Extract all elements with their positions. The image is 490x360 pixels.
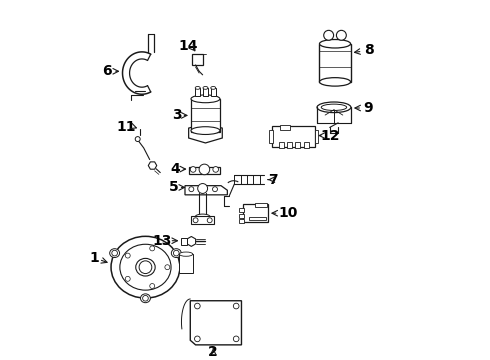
Text: 9: 9 xyxy=(364,101,373,115)
Ellipse shape xyxy=(179,252,193,256)
Ellipse shape xyxy=(110,249,120,257)
Text: 6: 6 xyxy=(102,64,112,78)
Ellipse shape xyxy=(120,244,171,290)
Bar xyxy=(255,203,267,207)
Text: 8: 8 xyxy=(364,43,373,57)
Circle shape xyxy=(233,336,239,342)
Bar xyxy=(279,142,284,148)
Circle shape xyxy=(233,303,239,309)
Polygon shape xyxy=(189,123,222,143)
Ellipse shape xyxy=(195,214,210,219)
Bar xyxy=(243,204,268,222)
Bar xyxy=(239,208,244,212)
Circle shape xyxy=(193,218,198,223)
Text: 12: 12 xyxy=(320,129,340,143)
Text: 14: 14 xyxy=(178,39,197,53)
Circle shape xyxy=(139,261,152,274)
Bar xyxy=(179,254,193,273)
Circle shape xyxy=(112,250,118,256)
Text: 13: 13 xyxy=(153,234,172,248)
Text: 2: 2 xyxy=(208,345,218,359)
Circle shape xyxy=(165,265,170,270)
Circle shape xyxy=(173,250,179,256)
Circle shape xyxy=(190,167,196,172)
Circle shape xyxy=(213,187,218,192)
Circle shape xyxy=(324,30,334,40)
Polygon shape xyxy=(185,186,227,195)
Bar xyxy=(239,219,244,224)
Bar xyxy=(269,130,272,143)
Ellipse shape xyxy=(203,86,208,89)
Bar xyxy=(248,217,266,220)
Bar xyxy=(319,44,350,82)
Ellipse shape xyxy=(191,127,220,135)
Circle shape xyxy=(213,167,219,172)
Ellipse shape xyxy=(319,40,350,48)
Text: 7: 7 xyxy=(269,173,278,187)
Bar xyxy=(239,213,244,218)
Polygon shape xyxy=(190,301,242,345)
Ellipse shape xyxy=(136,258,155,276)
Ellipse shape xyxy=(321,104,346,111)
Circle shape xyxy=(197,184,208,193)
Circle shape xyxy=(195,336,200,342)
Circle shape xyxy=(195,303,200,309)
Bar xyxy=(195,88,200,96)
Polygon shape xyxy=(189,167,220,174)
Ellipse shape xyxy=(317,102,351,113)
Ellipse shape xyxy=(195,86,200,89)
Bar xyxy=(272,126,315,147)
Text: 4: 4 xyxy=(171,162,180,176)
Polygon shape xyxy=(187,237,196,246)
Circle shape xyxy=(199,164,210,175)
Bar xyxy=(181,238,188,244)
Circle shape xyxy=(150,284,155,288)
Bar xyxy=(280,125,290,130)
Circle shape xyxy=(207,218,212,223)
Ellipse shape xyxy=(172,249,181,257)
Bar xyxy=(191,216,214,224)
Bar xyxy=(211,88,216,96)
Polygon shape xyxy=(148,162,157,169)
Circle shape xyxy=(125,253,130,258)
Bar xyxy=(192,54,203,65)
Text: 5: 5 xyxy=(169,180,178,194)
Bar xyxy=(315,130,318,143)
Circle shape xyxy=(143,296,148,301)
Circle shape xyxy=(150,246,155,251)
Bar xyxy=(287,142,292,148)
Text: 1: 1 xyxy=(89,251,99,265)
Circle shape xyxy=(125,276,130,281)
Text: 10: 10 xyxy=(278,206,298,220)
Circle shape xyxy=(189,187,194,192)
Ellipse shape xyxy=(191,95,220,103)
Text: 3: 3 xyxy=(172,108,181,122)
Ellipse shape xyxy=(211,86,216,89)
Text: 11: 11 xyxy=(116,120,136,134)
Circle shape xyxy=(337,30,346,40)
Ellipse shape xyxy=(319,78,350,86)
Bar xyxy=(191,99,220,132)
Bar xyxy=(295,142,300,148)
Ellipse shape xyxy=(111,236,180,298)
Bar xyxy=(304,142,309,148)
Ellipse shape xyxy=(141,294,150,303)
Bar xyxy=(203,88,208,96)
Circle shape xyxy=(135,136,140,141)
